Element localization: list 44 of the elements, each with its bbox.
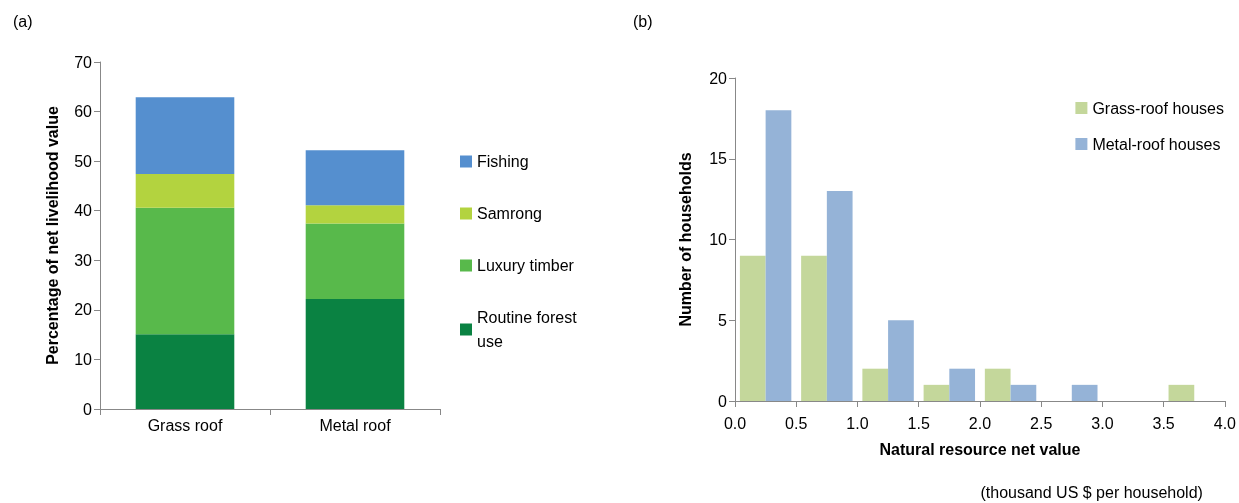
x-tick-label: 3.5 xyxy=(1152,414,1175,432)
y-tick-label: 20 xyxy=(709,69,728,87)
chart-title: (a) xyxy=(13,12,33,30)
x-tick-label: 1.5 xyxy=(907,414,930,432)
x-axis-title: Natural resource net value xyxy=(879,440,1081,458)
y-tick-label: 5 xyxy=(718,311,728,329)
legend-label: Samrong xyxy=(477,205,542,222)
legend-label: Fishing xyxy=(477,153,529,170)
y-tick-label: 70 xyxy=(74,53,93,71)
x-tick-label: 0.5 xyxy=(785,414,808,432)
y-tick-label: 30 xyxy=(74,251,93,269)
bar xyxy=(135,334,235,409)
x-tick-label: Grass roof xyxy=(147,416,223,434)
y-tick-label: 50 xyxy=(74,152,93,170)
x-tick-label: 1.0 xyxy=(846,414,869,432)
y-tick-label: 0 xyxy=(718,392,728,410)
bar xyxy=(135,207,235,335)
bar xyxy=(135,174,235,208)
x-tick-label: 4.0 xyxy=(1213,414,1237,432)
y-tick-label: 0 xyxy=(83,400,93,418)
x-tick-label: 2.0 xyxy=(968,414,992,432)
x-tick-label: 3.0 xyxy=(1091,414,1114,432)
bar xyxy=(305,150,405,206)
y-tick-label: 10 xyxy=(709,231,728,248)
y-axis-title: Number of households xyxy=(676,152,694,327)
y-axis-title: Percentage of net livelihood value xyxy=(43,106,61,365)
y-tick-label: 40 xyxy=(74,202,93,220)
y-tick-label: 15 xyxy=(709,150,728,168)
legend-label: Luxury timber xyxy=(477,257,575,274)
bar xyxy=(305,205,405,224)
bar xyxy=(305,298,405,409)
x-tick-label: 0.0 xyxy=(723,414,747,432)
y-tick-label: 10 xyxy=(74,350,93,368)
legend-label: Routine forest use xyxy=(477,309,582,350)
bar xyxy=(305,223,405,299)
chart-title: (b) xyxy=(633,12,653,30)
y-tick-label: 20 xyxy=(74,301,93,319)
y-tick-label: 60 xyxy=(74,103,93,121)
x-tick-label: Metal roof xyxy=(319,416,392,434)
x-tick-label: 2.5 xyxy=(1030,414,1053,432)
legend-label: Metal-roof houses xyxy=(1092,135,1221,153)
text: (thousand US $ per household) xyxy=(980,483,1203,501)
bar xyxy=(135,97,235,175)
legend-label: Grass-roof houses xyxy=(1092,99,1224,117)
